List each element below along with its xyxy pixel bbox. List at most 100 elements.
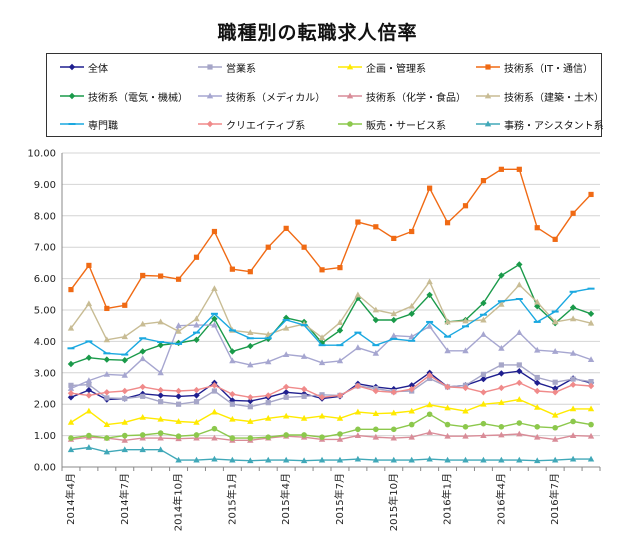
data-point [85,392,93,399]
y-tick-label: 6.00 [34,274,56,285]
data-point [229,415,236,422]
data-point [193,456,200,463]
y-tick-label: 0.00 [34,463,56,474]
legend-item: 技術系（電気・機械） [59,89,188,104]
data-point [516,261,523,268]
legend-label: 営業系 [226,63,256,75]
data-point [103,389,111,396]
data-point [157,318,164,325]
series-line-3 [70,398,591,426]
data-point [265,358,272,365]
data-point [515,298,523,301]
data-point [193,315,200,322]
data-point [462,317,469,324]
data-point [354,432,362,438]
data-point [319,434,325,440]
data-point [175,322,182,329]
data-point [426,320,434,323]
data-point [67,347,75,350]
data-point [193,321,200,328]
data-point [516,166,522,172]
data-point [229,435,236,441]
data-point [265,456,272,463]
data-point [85,407,93,414]
data-point [85,377,93,384]
data-point [318,359,326,366]
data-point [408,333,415,340]
data-point [408,385,415,393]
data-point [121,357,128,364]
data-point [372,316,380,324]
data-point [427,185,433,191]
data-point [300,385,308,393]
data-point [516,430,523,437]
data-point [193,419,200,425]
data-point [534,379,541,387]
data-point [551,456,559,463]
data-point [157,392,164,399]
data-point [229,401,235,407]
y-tick-label: 9.00 [34,180,56,191]
data-point [390,337,398,340]
data-point [569,432,577,438]
data-point [210,312,218,315]
data-point [175,456,182,463]
data-point [462,432,469,439]
x-tick-label: 2015年7月 [333,473,346,525]
data-point [211,388,218,394]
data-point [408,433,415,440]
data-point [498,272,505,279]
legend-swatch-marker [347,121,353,127]
data-point [319,267,325,273]
data-point [247,418,254,424]
data-point [390,332,397,339]
legend-swatch [476,120,500,127]
x-tick-label: 2015年1月 [225,473,238,525]
data-point [283,225,289,231]
data-point [534,387,541,395]
data-point [408,456,415,463]
data-point [516,420,523,426]
data-point [85,444,93,450]
data-point [480,331,487,337]
legend-item: 全体 [59,60,108,75]
data-point [587,310,595,317]
data-point [140,272,146,279]
data-point [480,456,487,463]
data-point [85,354,93,361]
legend-swatch [338,92,362,99]
data-point [121,333,128,340]
x-tick-label: 2014年4月 [64,473,77,525]
data-point [462,203,469,209]
data-point [229,348,236,355]
series-line-1 [70,370,592,402]
data-point [86,432,92,439]
data-point [282,383,290,391]
data-point [139,446,146,453]
data-point [121,353,129,356]
data-point [85,300,93,307]
data-point [229,456,236,463]
data-point [408,302,415,309]
data-point [534,225,540,231]
data-point [318,394,326,401]
data-point [391,235,397,242]
data-point [569,290,577,293]
data-point [158,273,164,279]
legend-item: 技術系（建築・土木） [475,89,604,104]
legend-swatch [476,92,500,99]
data-point [247,435,254,441]
data-point [372,349,380,356]
data-point [390,409,397,416]
data-point [229,266,235,272]
legend-swatch-marker [207,64,213,70]
data-point [569,315,577,322]
x-tick-label: 2014年7月 [118,473,131,525]
data-point [390,310,397,317]
data-point [211,315,218,322]
legend-swatch [60,92,84,100]
data-point [588,421,594,428]
data-point [300,457,308,464]
data-point [247,404,253,410]
